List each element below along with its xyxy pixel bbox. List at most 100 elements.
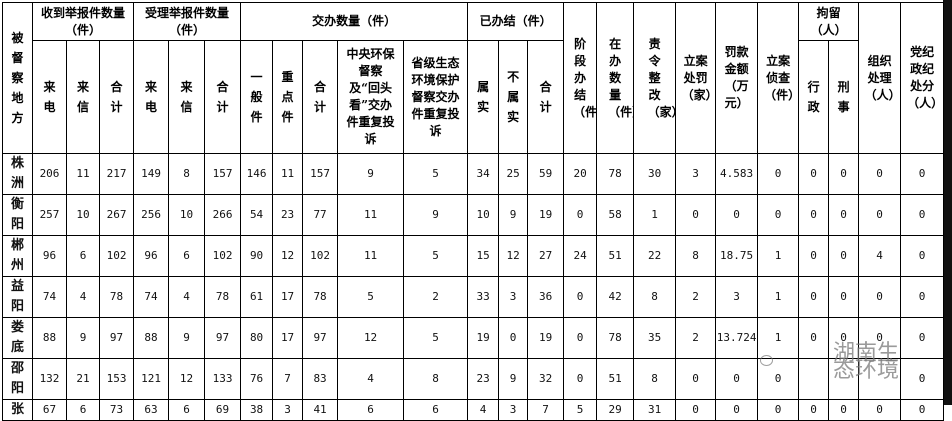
value-cell: 0 [900, 194, 945, 236]
value-cell: 32 [527, 358, 565, 400]
value-cell: 0 [675, 358, 717, 400]
value-cell: 12 [272, 235, 304, 277]
value-cell: 8 [403, 358, 469, 400]
place-cell: 娄底 [2, 317, 33, 359]
value-cell: 0 [563, 194, 598, 236]
place-name: 株洲 [10, 156, 24, 191]
header-received-letter: 来信 [66, 40, 100, 154]
value-cell: 59 [527, 153, 565, 195]
header-discipline: 党纪政纪处分（人） [900, 2, 945, 154]
header-accepted: 受理举报件数量（件） [133, 2, 242, 41]
value-cell: 74 [133, 276, 170, 318]
value-cell: 0 [828, 194, 860, 236]
value-cell: 18.75 [715, 235, 759, 277]
value-cell: 9 [403, 194, 469, 236]
place-name: 益阳 [10, 279, 24, 314]
value-cell: 67 [32, 399, 67, 421]
header-central-repeat: 中央环保督察及“回头看”交办件重复投诉 [337, 40, 405, 154]
value-cell: 0 [858, 194, 902, 236]
value-cell: 88 [32, 317, 67, 359]
value-cell: 6 [403, 399, 469, 421]
value-cell: 0 [900, 153, 945, 195]
value-cell: 31 [633, 399, 677, 421]
value-cell: 7 [272, 358, 304, 400]
value-cell: 9 [498, 194, 529, 236]
value-cell: 9 [168, 317, 206, 359]
value-cell: 33 [467, 276, 500, 318]
value-cell: 15 [467, 235, 500, 277]
header-in-progress: 在办数量（件） [596, 2, 635, 154]
value-cell: 8 [168, 153, 206, 195]
value-cell: 102 [302, 235, 339, 277]
value-cell: 97 [98, 317, 135, 359]
value-cell: 19 [527, 317, 565, 359]
value-cell: 0 [858, 399, 902, 421]
value-cell: 6 [168, 235, 206, 277]
value-cell: 11 [337, 194, 405, 236]
value-cell: 24 [563, 235, 598, 277]
value-cell: 0 [715, 358, 759, 400]
value-cell: 9 [66, 317, 100, 359]
value-cell: 23 [467, 358, 500, 400]
value-cell: 0 [563, 358, 598, 400]
value-cell: 133 [204, 358, 242, 400]
value-cell: 10 [467, 194, 500, 236]
value-cell: 4 [168, 276, 206, 318]
place-cell: 益阳 [2, 276, 33, 318]
value-cell: 0 [900, 276, 945, 318]
header-accepted-total: 合计 [204, 40, 242, 154]
value-cell: 12 [498, 235, 529, 277]
value-cell: 0 [675, 399, 717, 421]
value-cell: 19 [527, 194, 565, 236]
value-cell: 69 [204, 399, 242, 421]
right-edge-border [943, 0, 952, 405]
value-cell: 256 [133, 194, 170, 236]
value-cell: 4 [858, 235, 902, 277]
place-cell: 株洲 [2, 153, 33, 195]
header-accepted-letter: 来信 [168, 40, 206, 154]
place-cell: 郴州 [2, 235, 33, 277]
header-verified: 属实 [467, 40, 500, 154]
header-unverified: 不属实 [498, 40, 529, 154]
value-cell: 6 [66, 399, 100, 421]
header-key: 重点件 [272, 40, 304, 154]
value-cell: 10 [66, 194, 100, 236]
place-cell: 邵阳 [2, 358, 33, 400]
value-cell: 78 [98, 276, 135, 318]
value-cell: 0 [498, 317, 529, 359]
value-cell: 149 [133, 153, 170, 195]
value-cell: 35 [633, 317, 677, 359]
value-cell: 23 [272, 194, 304, 236]
header-row-1: 被督察地方 收到举报件数量（件） 受理举报件数量（件） 交办数量（件） 已办结（… [2, 2, 945, 154]
value-cell: 3 [498, 276, 529, 318]
value-cell: 54 [240, 194, 274, 236]
value-cell: 8 [675, 235, 717, 277]
table-body: 株洲 206 11 217 149 8 157 146 11 157 9 5 34 25 59 20 78 30 3… [2, 153, 945, 421]
value-cell: 1 [757, 235, 800, 277]
value-cell: 0 [715, 399, 759, 421]
value-cell: 78 [596, 317, 635, 359]
value-cell: 0 [798, 194, 830, 236]
value-cell: 83 [302, 358, 339, 400]
value-cell: 0 [900, 358, 945, 400]
value-cell: 77 [302, 194, 339, 236]
value-cell: 97 [204, 317, 242, 359]
value-cell: 266 [204, 194, 242, 236]
value-cell: 97 [302, 317, 339, 359]
value-cell: 0 [828, 153, 860, 195]
value-cell: 78 [596, 153, 635, 195]
value-cell: 17 [272, 276, 304, 318]
value-cell: 0 [828, 235, 860, 277]
value-cell: 0 [798, 276, 830, 318]
value-cell: 34 [467, 153, 500, 195]
value-cell: 38 [240, 399, 274, 421]
value-cell: 121 [133, 358, 170, 400]
value-cell: 90 [240, 235, 274, 277]
value-cell: 30 [633, 153, 677, 195]
value-cell [798, 358, 830, 400]
value-cell [858, 358, 902, 400]
value-cell: 17 [272, 317, 304, 359]
value-cell: 132 [32, 358, 67, 400]
value-cell: 25 [498, 153, 529, 195]
value-cell: 9 [498, 358, 529, 400]
